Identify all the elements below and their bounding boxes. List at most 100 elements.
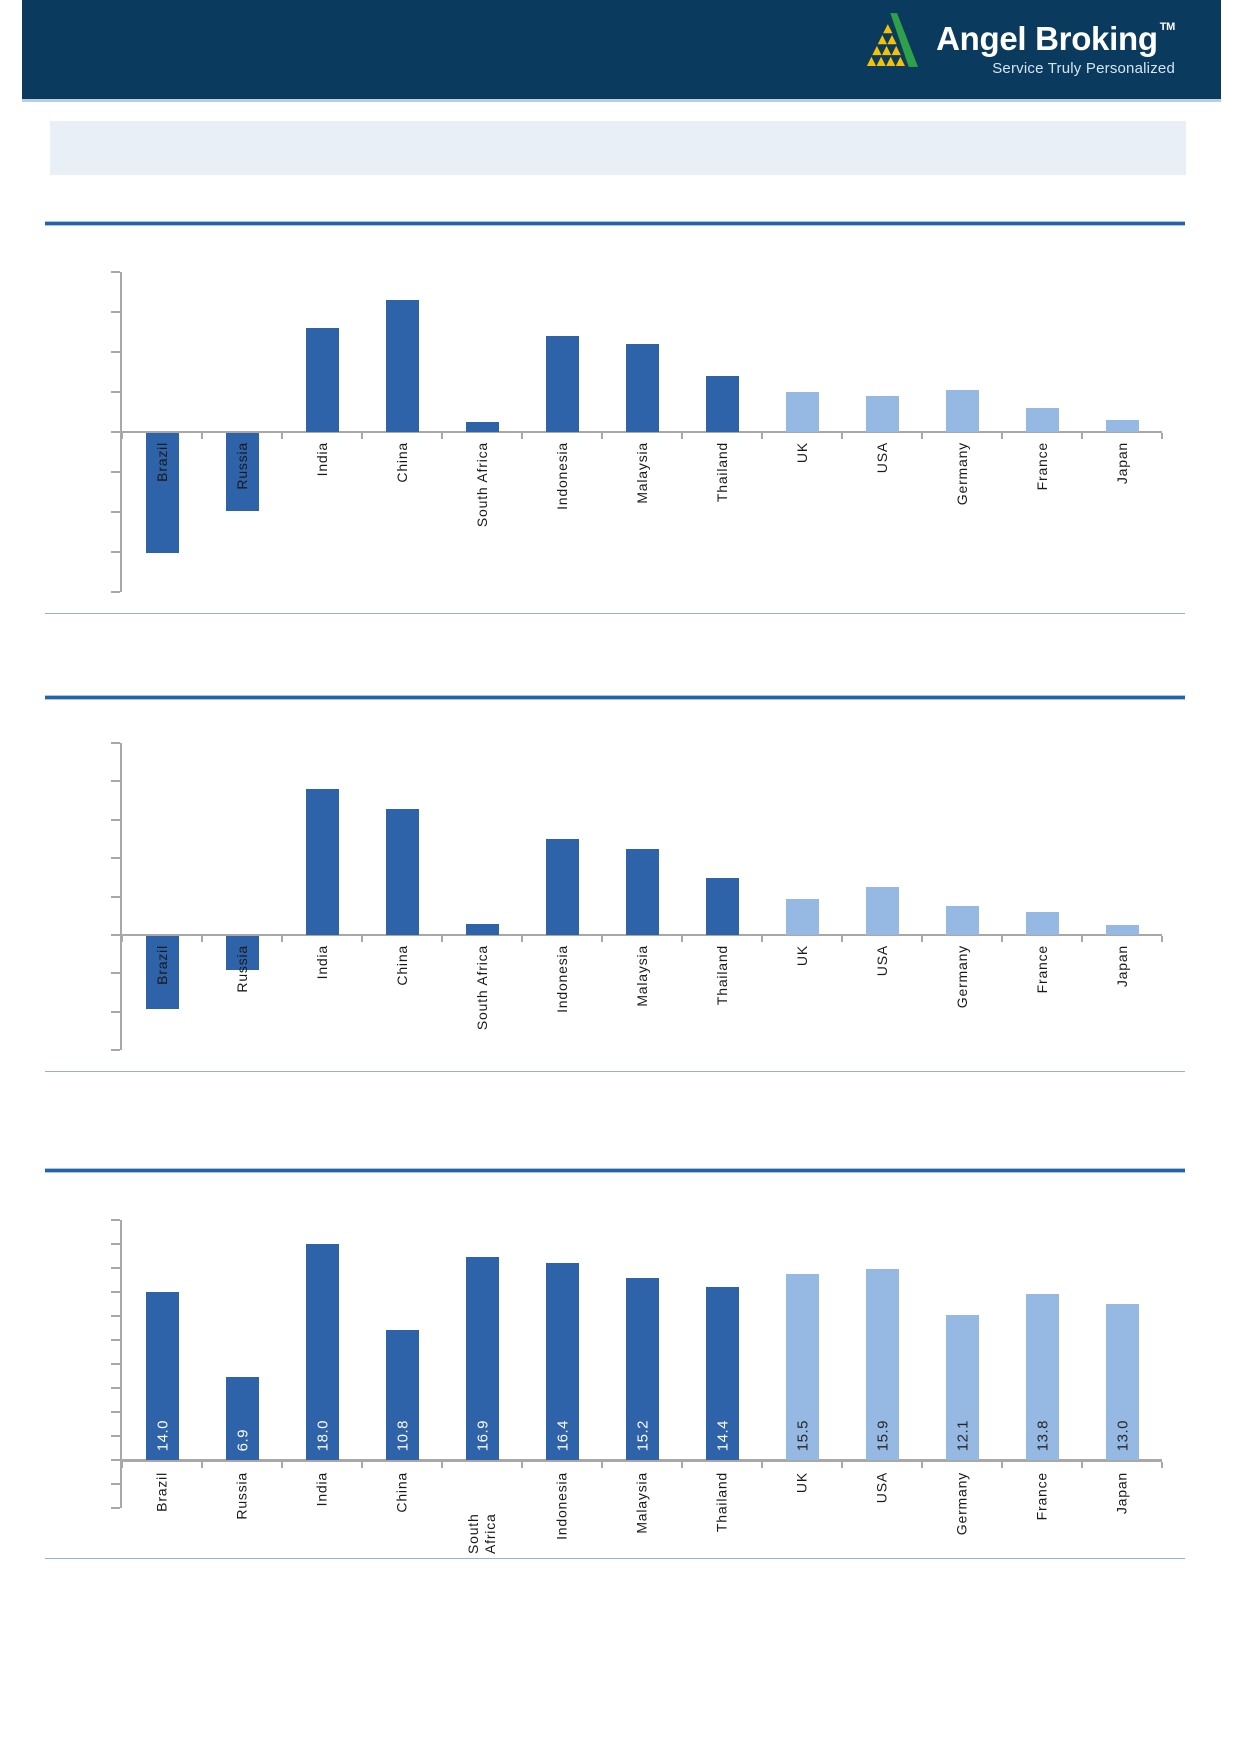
x-axis-tick [201,1461,203,1468]
category-label: Brazil [153,945,170,985]
bar-india [305,1244,339,1460]
category-label: Thailand [713,442,730,503]
x-axis-tick [921,1461,923,1468]
bar-france [1025,408,1059,432]
x-axis-tick [441,433,443,439]
bar-malaysia [625,344,659,432]
bar-germany [945,906,979,935]
bar-thailand [705,877,739,935]
x-axis-tick [601,433,603,439]
section-title-rule-1 [45,221,1185,226]
brand-name: Angel Broking [936,20,1158,57]
category-label: Brazil [153,1472,170,1512]
category-label: Thailand [713,1472,730,1533]
value-label: 6.9 [234,1428,252,1451]
y-axis-tick [111,972,120,975]
bar-japan [1105,1304,1139,1460]
x-axis-tick [681,936,683,942]
bar-china [385,300,419,432]
value-label: 15.9 [874,1419,892,1451]
x-axis-tick [1081,433,1083,439]
value-label: 14.4 [714,1419,732,1451]
bar-uk [785,898,819,935]
x-axis-tick [601,936,603,942]
y-axis-tick [111,1243,120,1245]
category-label: Japan [1113,945,1130,988]
x-axis-tick [121,433,123,439]
section-title-rule-2 [45,695,1185,700]
x-axis-tick [1081,936,1083,942]
value-label: 14.0 [154,1419,172,1451]
bar-japan [1105,925,1139,935]
x-axis-tick [921,433,923,439]
y-axis [120,743,122,1050]
y-axis-tick [111,1459,120,1461]
bar-russia [225,1377,259,1460]
x-axis [122,431,1162,433]
x-axis-tick [281,936,283,942]
category-label: USA [873,1472,890,1504]
bar-malaysia [625,848,659,935]
category-label: France [1033,1472,1050,1521]
x-axis-tick [361,1461,363,1468]
x-axis-tick [201,433,203,439]
bar-uk [785,1274,819,1460]
value-label: 12.1 [954,1419,972,1451]
y-axis-tick [111,857,120,860]
x-axis-tick [681,1461,683,1468]
x-axis-tick [1081,1461,1083,1468]
bar-russia [225,433,259,511]
y-axis-tick [111,1267,120,1269]
section-divider-2 [45,1071,1185,1072]
x-axis-tick [441,936,443,942]
category-label: India [313,1472,330,1507]
y-axis-tick [111,1291,120,1293]
category-label: South Africa [473,442,490,528]
x-axis-tick [521,1461,523,1468]
y-axis-tick [111,1483,120,1485]
x-axis-tick [281,433,283,439]
x-axis-tick [1001,433,1003,439]
category-label: USA [873,945,890,977]
category-label: Russia [233,1472,250,1520]
category-label: Japan [1113,1472,1130,1515]
header-band [50,121,1186,175]
y-axis [120,272,122,592]
bar-malaysia [625,1277,659,1460]
category-label: Russia [233,442,250,490]
y-axis-tick [111,391,120,393]
section-divider-1 [45,613,1185,614]
category-label: China [393,945,410,986]
category-label: South Africa [465,1513,498,1554]
x-axis [122,934,1162,936]
x-axis-tick [521,433,523,439]
y-axis-tick [111,511,120,513]
x-axis-tick [841,936,843,942]
category-label: UK [793,1472,810,1494]
x-axis-tick [201,936,203,942]
x-axis-tick [521,936,523,942]
value-label: 10.8 [394,1419,412,1451]
category-label: Indonesia [553,945,570,1013]
category-label: France [1033,442,1050,491]
bar-south-africa [465,923,499,935]
x-axis-tick [361,433,363,439]
x-axis-tick [361,936,363,942]
brand-text: Angel Broking TM Service Truly Personaliz… [936,20,1175,77]
x-axis-tick [841,433,843,439]
x-axis-tick [121,1461,123,1468]
x-axis-tick [1001,1461,1003,1468]
y-axis-tick [111,1435,120,1437]
y-axis-tick [111,351,120,353]
y-axis-tick [111,271,120,273]
x-axis-tick [121,936,123,942]
brand-tagline: Service Truly Personalized [992,59,1175,77]
category-label: Germany [953,1472,970,1536]
x-axis-tick [1001,936,1003,942]
bar-china [385,808,419,935]
y-axis-tick [111,1507,120,1509]
category-label: China [393,442,410,483]
bar-france [1025,1294,1059,1460]
x-axis-tick [1161,433,1163,439]
